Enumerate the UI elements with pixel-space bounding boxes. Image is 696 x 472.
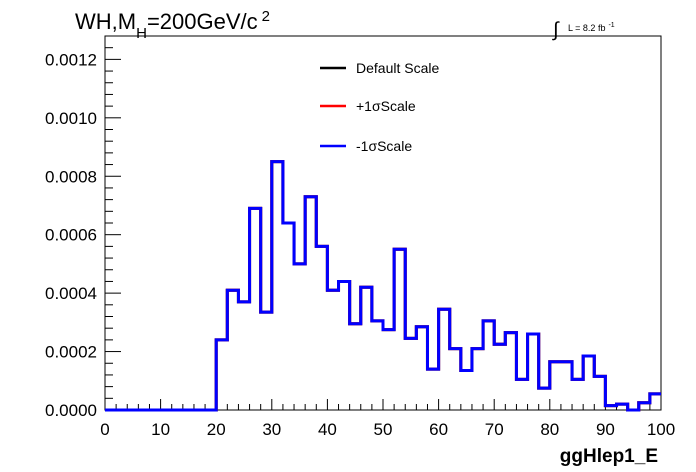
y-axis: 0.0000 0.0002 0.0004 0.0006 0.0008 0.0010 0.00… bbox=[45, 35, 121, 420]
plot-frame bbox=[104, 35, 662, 411]
title-prefix: WH,M bbox=[75, 9, 136, 34]
x-tick-label: 0 bbox=[100, 420, 109, 439]
x-tick-label: 90 bbox=[596, 420, 615, 439]
y-tick-label: 0.0000 bbox=[45, 401, 97, 420]
series-line--1-scale bbox=[105, 160, 661, 412]
lumi-label: L = 8.2 fb -1 bbox=[568, 22, 615, 33]
legend-label-minus-sigma-scale: -1σScale bbox=[356, 138, 412, 154]
x-tick-label: 30 bbox=[262, 420, 281, 439]
y-tick-label: 0.0008 bbox=[45, 167, 97, 186]
y-tick-label: 0.0012 bbox=[45, 50, 97, 69]
x-tick-label: 100 bbox=[647, 420, 675, 439]
x-tick-label: 10 bbox=[151, 420, 170, 439]
series-line--1-scale bbox=[105, 160, 661, 412]
x-tick-label: 80 bbox=[540, 420, 559, 439]
y-tick-label: 0.0010 bbox=[45, 109, 97, 128]
x-tick-label: 60 bbox=[429, 420, 448, 439]
title-subscript: H bbox=[136, 25, 147, 42]
y-tick-label: 0.0006 bbox=[45, 226, 97, 245]
x-axis: 0 10 20 30 40 50 60 70 80 90 100 bbox=[100, 399, 675, 439]
chart-title: WH,MH=200GeV/c 2 bbox=[75, 8, 270, 42]
x-tick-label: 20 bbox=[207, 420, 226, 439]
legend-label-default-scale: Default Scale bbox=[356, 60, 439, 76]
legend: Default Scale +1σScale -1σScale bbox=[320, 60, 439, 154]
lumi-text: L = 8.2 fb bbox=[568, 23, 605, 33]
lumi-superscript: -1 bbox=[608, 22, 614, 29]
title-rest: =200GeV/c bbox=[147, 9, 258, 34]
lumi-integral: ∫ bbox=[552, 19, 560, 41]
series-layer bbox=[105, 160, 661, 412]
x-tick-label: 70 bbox=[485, 420, 504, 439]
x-axis-label: ggHlep1_E bbox=[560, 446, 658, 467]
x-tick-label: 40 bbox=[318, 420, 337, 439]
y-tick-label: 0.0002 bbox=[45, 343, 97, 362]
y-tick-label: 0.0004 bbox=[45, 284, 97, 303]
legend-label-plus-sigma-scale: +1σScale bbox=[356, 98, 416, 114]
x-tick-label: 50 bbox=[374, 420, 393, 439]
title-superscript: 2 bbox=[262, 8, 270, 25]
series-line-default-scale bbox=[105, 160, 661, 412]
